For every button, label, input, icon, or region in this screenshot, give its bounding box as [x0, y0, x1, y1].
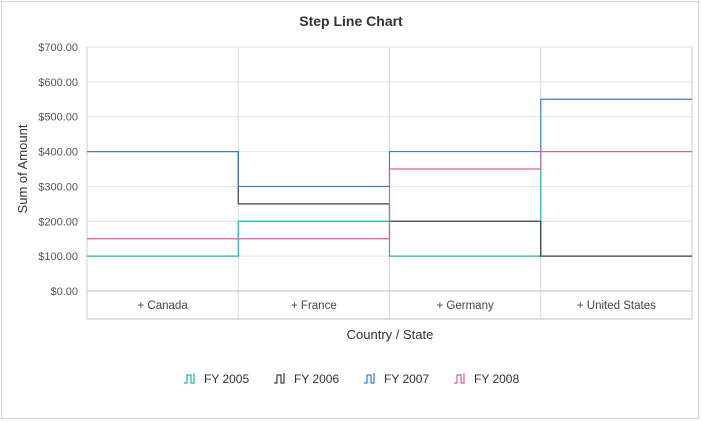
y-tick-label: $700.00	[38, 42, 78, 54]
category-label[interactable]: + Germany	[437, 300, 494, 312]
series-lines	[87, 98, 692, 257]
legend-item[interactable]: FY 2007	[364, 372, 429, 386]
y-tick-label: $500.00	[38, 112, 78, 124]
legend-item[interactable]: FY 2005	[184, 372, 249, 386]
legend-step-icon	[274, 373, 285, 384]
x-axis-title: Country / State	[347, 327, 434, 342]
y-tick-label: $400.00	[38, 147, 78, 159]
legend-label: FY 2005	[204, 372, 249, 386]
y-tick-label: $300.00	[38, 181, 78, 193]
y-axis-ticks: $0.00 $100.00 $200.00 $300.00 $400.00 $500.00…	[38, 42, 78, 298]
category-label[interactable]: + France	[291, 300, 337, 312]
y-tick-label: $100.00	[38, 251, 78, 263]
category-label[interactable]: + United States	[577, 300, 656, 312]
legend-step-icon	[184, 373, 195, 384]
chart-title: Step Line Chart	[299, 13, 403, 29]
legend-item[interactable]: FY 2008	[454, 372, 519, 386]
category-label[interactable]: + Canada	[138, 300, 189, 312]
legend-item[interactable]: FY 2006	[274, 372, 339, 386]
legend-label: FY 2007	[384, 372, 429, 386]
y-tick-label: $200.00	[38, 216, 78, 228]
x-axis-categories: + Canada + France + Germany + United States	[138, 300, 657, 312]
legend-label: FY 2006	[294, 372, 339, 386]
y-tick-label: $0.00	[50, 286, 78, 298]
y-axis-title: Sum of Amount	[15, 124, 30, 213]
y-tick-label: $600.00	[38, 77, 78, 89]
series-line-fy-2008[interactable]	[87, 150, 692, 240]
legend-step-icon	[454, 373, 465, 384]
legend: FY 2005 FY 2006 FY 2007 FY 2008	[184, 372, 519, 386]
legend-step-icon	[364, 373, 375, 384]
legend-label: FY 2008	[474, 372, 519, 386]
